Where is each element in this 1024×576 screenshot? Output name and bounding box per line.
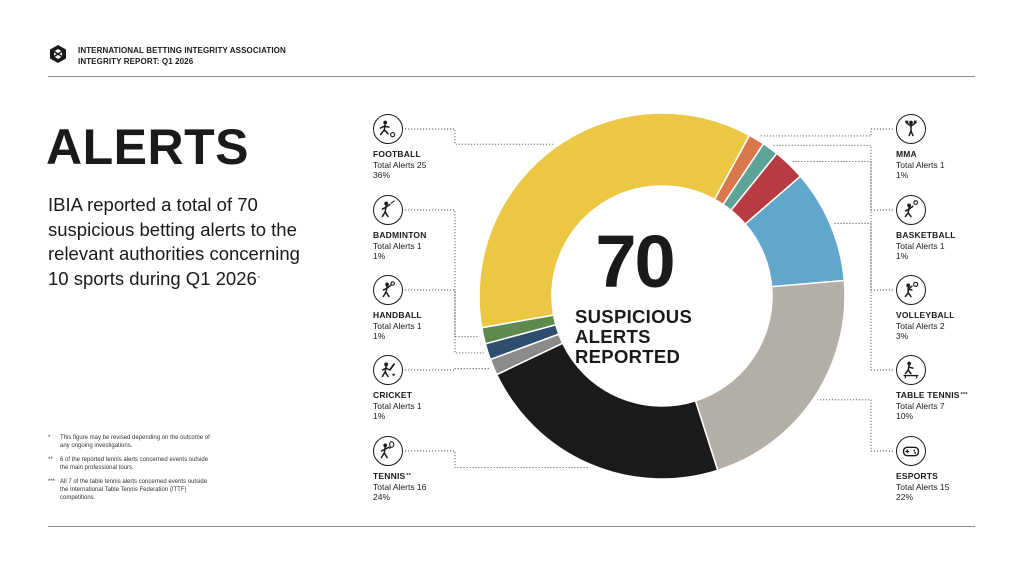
slice-percent: 1% bbox=[373, 411, 386, 421]
mma-icon bbox=[896, 114, 926, 144]
report-name: INTEGRITY REPORT: Q1 2026 bbox=[78, 57, 194, 66]
slice-alerts: Total Alerts 1 bbox=[373, 400, 422, 411]
footnote: * This figure may be revised depending on… bbox=[48, 435, 210, 449]
slice-percent: 10% bbox=[896, 411, 914, 421]
leader-line-football bbox=[405, 128, 553, 145]
cricket-icon bbox=[373, 355, 403, 385]
slice-percent: 36% bbox=[373, 170, 391, 180]
donut-slice-volleyball bbox=[729, 152, 802, 226]
slice-label: TABLE TENNIS bbox=[896, 390, 960, 400]
intro-text: IBIA reported a total of 70 suspicious b… bbox=[48, 193, 318, 291]
sport-badminton: BADMINTON Total Alerts 1 1% bbox=[373, 195, 427, 262]
top-divider bbox=[48, 76, 975, 77]
donut-slice-badminton bbox=[480, 314, 557, 345]
slice-alerts: Total Alerts 7 bbox=[896, 400, 945, 411]
org-name: INTERNATIONAL BETTING INTEGRITY ASSOCIAT… bbox=[78, 46, 286, 55]
slice-label: TENNIS bbox=[373, 471, 406, 481]
leader-line-basketball bbox=[772, 144, 893, 211]
slice-percent: 1% bbox=[373, 331, 386, 341]
slice-footnote-mark: *** bbox=[960, 392, 968, 398]
table-tennis-icon bbox=[896, 355, 926, 385]
sport-football: FOOTBALL Total Alerts 25 36% bbox=[373, 114, 426, 181]
slice-label: BADMINTON bbox=[373, 230, 427, 240]
sport-esports: ESPORTS Total Alerts 15 22% bbox=[896, 436, 949, 503]
handball-icon bbox=[373, 275, 403, 305]
esports-icon bbox=[896, 436, 926, 466]
footnote: ** 6 of the reported tennis alerts concer… bbox=[48, 457, 209, 471]
donut-slice-cricket bbox=[489, 333, 564, 376]
slice-alerts: Total Alerts 15 bbox=[896, 481, 950, 492]
donut-slice-table-tennis bbox=[744, 175, 846, 288]
slice-alerts: Total Alerts 1 bbox=[373, 240, 422, 251]
bottom-divider bbox=[48, 526, 975, 527]
footnote: *** All 7 of the table tennis alerts conc… bbox=[48, 479, 208, 501]
sport-volleyball: VOLLEYBALL Total Alerts 2 3% bbox=[896, 275, 955, 342]
intro-footnote-mark: * bbox=[257, 275, 260, 282]
slice-percent: 1% bbox=[896, 170, 909, 180]
report-header: INTERNATIONAL BETTING INTEGRITY ASSOCIAT… bbox=[78, 45, 286, 67]
slice-percent: 3% bbox=[896, 331, 909, 341]
center-caption: SUSPICIOUS ALERTS REPORTED bbox=[575, 306, 693, 367]
leader-line-volleyball bbox=[791, 161, 893, 291]
sport-table-tennis: TABLE TENNIS*** Total Alerts 7 10% bbox=[896, 355, 968, 422]
donut-slice-basketball bbox=[722, 142, 778, 212]
slice-alerts: Total Alerts 1 bbox=[896, 159, 945, 170]
slice-percent: 22% bbox=[896, 492, 914, 502]
sport-mma: MMA Total Alerts 1 1% bbox=[896, 114, 945, 181]
basketball-icon bbox=[896, 195, 926, 225]
leader-line-esports bbox=[817, 399, 893, 452]
ibia-logo-icon bbox=[48, 44, 68, 64]
slice-alerts: Total Alerts 1 bbox=[373, 320, 422, 331]
leader-line-tennis bbox=[405, 450, 588, 469]
slice-alerts: Total Alerts 25 bbox=[373, 159, 427, 170]
slice-label: ESPORTS bbox=[896, 471, 939, 481]
slice-alerts: Total Alerts 16 bbox=[373, 481, 427, 492]
donut-slice-mma bbox=[713, 134, 765, 206]
slice-percent: 24% bbox=[373, 492, 391, 502]
slice-label: CRICKET bbox=[373, 390, 413, 400]
slice-percent: 1% bbox=[373, 251, 386, 261]
slice-label: BASKETBALL bbox=[896, 230, 956, 240]
center-total: 70 bbox=[595, 220, 675, 303]
slice-label: FOOTBALL bbox=[373, 149, 421, 159]
slice-percent: 1% bbox=[896, 251, 909, 261]
sport-handball: HANDBALL Total Alerts 1 1% bbox=[373, 275, 422, 342]
intro-body: IBIA reported a total of 70 suspicious b… bbox=[48, 194, 300, 289]
sport-tennis: TENNIS** Total Alerts 16 24% bbox=[373, 436, 426, 503]
sport-cricket: CRICKET Total Alerts 1 1% bbox=[373, 355, 422, 422]
volleyball-icon bbox=[896, 275, 926, 305]
football-icon bbox=[373, 114, 403, 144]
leader-line-table-tennis bbox=[834, 222, 893, 371]
slice-footnote-mark: ** bbox=[406, 473, 412, 479]
sport-basketball: BASKETBALL Total Alerts 1 1% bbox=[896, 195, 956, 262]
donut-slice-handball bbox=[484, 323, 560, 361]
slice-alerts: Total Alerts 1 bbox=[896, 240, 945, 251]
footnotes: * This figure may be revised depending on… bbox=[48, 434, 210, 508]
slice-label: VOLLEYBALL bbox=[896, 310, 955, 320]
page-title: ALERTS bbox=[46, 119, 249, 175]
slice-label: HANDBALL bbox=[373, 310, 422, 320]
slice-label: MMA bbox=[896, 149, 917, 159]
leader-line-mma bbox=[758, 128, 893, 137]
badminton-icon bbox=[373, 195, 403, 225]
slice-alerts: Total Alerts 2 bbox=[896, 320, 945, 331]
tennis-icon bbox=[373, 436, 403, 466]
